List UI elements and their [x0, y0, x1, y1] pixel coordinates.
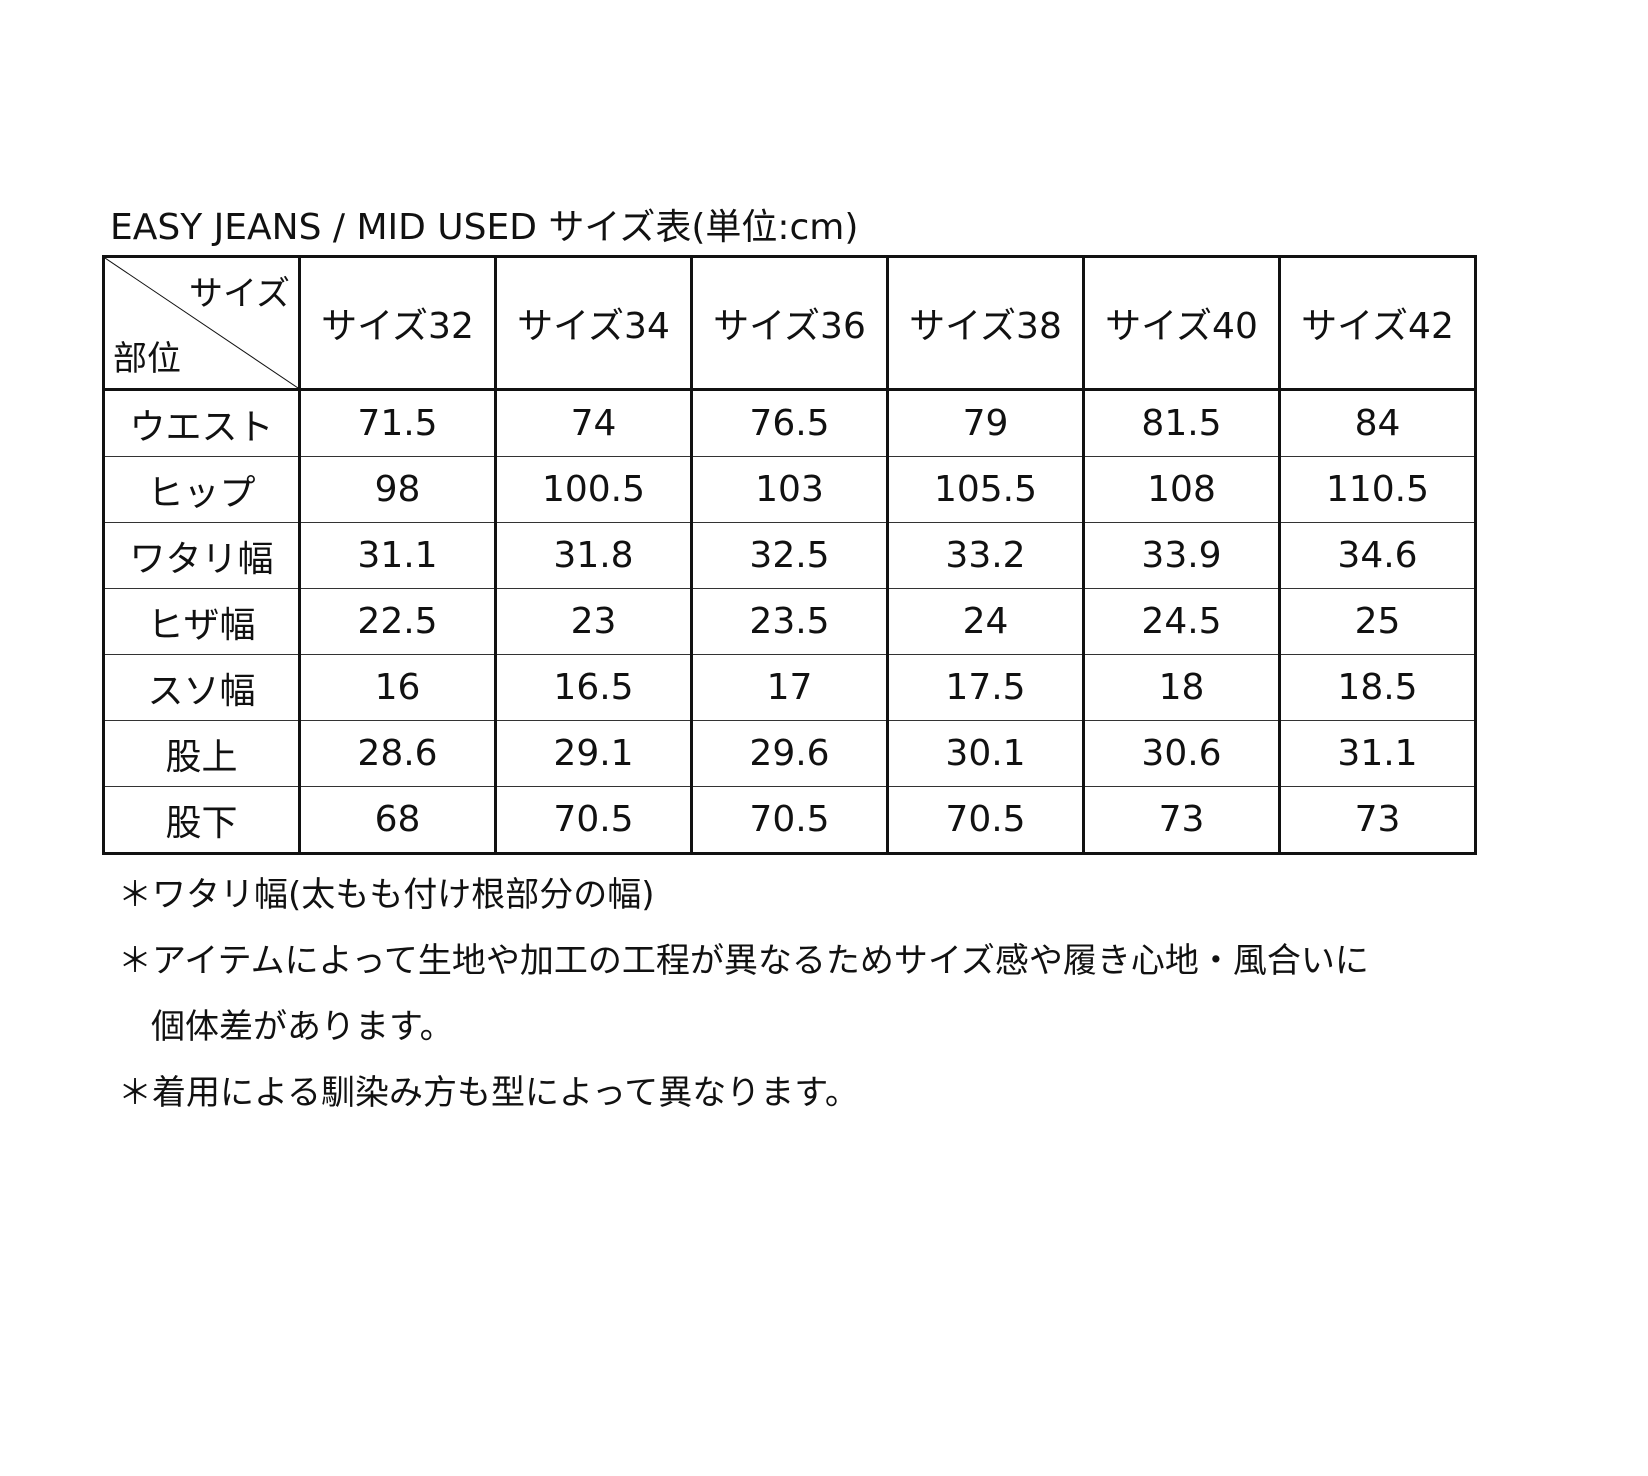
table-cell: 29.1 [494, 720, 693, 787]
table-cell: 16.5 [494, 654, 693, 721]
table-cell: 100.5 [494, 456, 693, 523]
table-cell: 18 [1082, 654, 1281, 721]
table-cell: 30.1 [886, 720, 1085, 787]
table-cell: 25 [1278, 588, 1477, 655]
table-header-row: サイズ 部位 サイズ32 サイズ34 サイズ36 サイズ38 サイズ40 サイズ… [102, 255, 1477, 391]
column-header: サイズ38 [886, 255, 1085, 391]
column-header: サイズ40 [1082, 255, 1281, 391]
table-cell: 84 [1278, 389, 1477, 457]
note: ＊アイテムによって生地や加工の工程が異なるためサイズ感や履き心地・風合いに [118, 941, 1369, 981]
row-label: ウエスト [103, 389, 301, 457]
table-cell: 108 [1082, 456, 1281, 523]
table-row: ウエスト 71.5 74 76.5 79 81.5 84 [103, 389, 1477, 457]
table-cell: 29.6 [690, 720, 889, 787]
table-cell: 73 [1278, 786, 1477, 854]
table-cell: 30.6 [1082, 720, 1281, 787]
table-cell: 17.5 [886, 654, 1085, 721]
table-cell: 23.5 [690, 588, 889, 655]
table-cell: 31.1 [298, 522, 497, 589]
row-label: ワタリ幅 [103, 522, 301, 589]
column-header: サイズ42 [1278, 255, 1477, 391]
table-cell: 110.5 [1278, 456, 1477, 523]
table-row: 股上 28.6 29.1 29.6 30.1 30.6 31.1 [103, 720, 1477, 787]
note: ＊ワタリ幅(太もも付け根部分の幅) [118, 875, 655, 915]
table-row: ワタリ幅 31.1 31.8 32.5 33.2 33.9 34.6 [103, 522, 1477, 589]
table-row: スソ幅 16 16.5 17 17.5 18 18.5 [103, 654, 1477, 721]
table-cell: 73 [1082, 786, 1281, 854]
table-cell: 28.6 [298, 720, 497, 787]
table-cell: 34.6 [1278, 522, 1477, 589]
row-label: 股上 [103, 720, 301, 787]
table-cell: 79 [886, 389, 1085, 457]
table-cell: 68 [298, 786, 497, 854]
table-cell: 18.5 [1278, 654, 1477, 721]
row-label: スソ幅 [103, 654, 301, 721]
size-table: サイズ 部位 サイズ32 サイズ34 サイズ36 サイズ38 サイズ40 サイズ… [102, 255, 1477, 855]
table-cell: 24 [886, 588, 1085, 655]
row-label: 股下 [103, 786, 301, 854]
corner-part-label: 部位 [113, 339, 181, 379]
table-cell: 105.5 [886, 456, 1085, 523]
row-label: ヒザ幅 [103, 588, 301, 655]
table-cell: 23 [494, 588, 693, 655]
table-cell: 33.9 [1082, 522, 1281, 589]
table-cell: 17 [690, 654, 889, 721]
corner-cell: サイズ 部位 [102, 255, 301, 391]
notes: ＊ワタリ幅(太もも付け根部分の幅) ＊アイテムによって生地や加工の工程が異なるた… [118, 862, 1369, 1126]
note-continuation: 個体差があります。 [151, 1007, 454, 1047]
table-cell: 32.5 [690, 522, 889, 589]
table-cell: 70.5 [886, 786, 1085, 854]
table-cell: 74 [494, 389, 693, 457]
page-title: EASY JEANS / MID USED サイズ表(単位:cm) [110, 207, 859, 248]
table-cell: 70.5 [494, 786, 693, 854]
column-header: サイズ36 [690, 255, 889, 391]
table-cell: 81.5 [1082, 389, 1281, 457]
column-header: サイズ32 [298, 255, 497, 391]
table-cell: 71.5 [298, 389, 497, 457]
table-cell: 76.5 [690, 389, 889, 457]
diagonal-divider [105, 258, 298, 388]
table-cell: 22.5 [298, 588, 497, 655]
table-cell: 31.8 [494, 522, 693, 589]
row-label: ヒップ [103, 456, 301, 523]
table-cell: 98 [298, 456, 497, 523]
table-cell: 16 [298, 654, 497, 721]
note: ＊着用による馴染み方も型によって異なります。 [118, 1073, 859, 1113]
table-row: ヒザ幅 22.5 23 23.5 24 24.5 25 [103, 588, 1477, 655]
table-cell: 24.5 [1082, 588, 1281, 655]
table-row: ヒップ 98 100.5 103 105.5 108 110.5 [103, 456, 1477, 523]
column-header: サイズ34 [494, 255, 693, 391]
table-row: 股下 68 70.5 70.5 70.5 73 73 [103, 786, 1477, 854]
table-cell: 31.1 [1278, 720, 1477, 787]
table-cell: 33.2 [886, 522, 1085, 589]
corner-size-label: サイズ [189, 274, 290, 314]
table-cell: 103 [690, 456, 889, 523]
table-cell: 70.5 [690, 786, 889, 854]
